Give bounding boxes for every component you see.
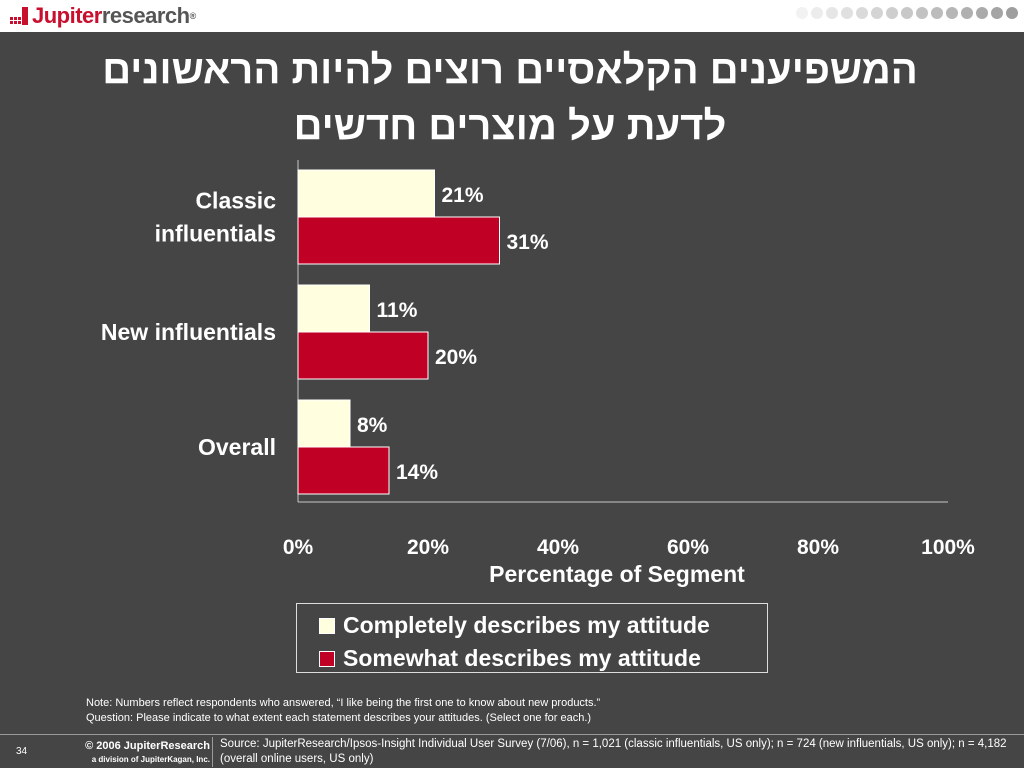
legend-label-completely: Completely describes my attitude (343, 612, 710, 638)
bar-value-label: 31% (507, 231, 549, 254)
decorative-dot (931, 7, 943, 19)
bar (297, 216, 500, 265)
page-number: 34 (16, 746, 28, 757)
decorative-dot (991, 7, 1003, 19)
bar (297, 169, 435, 218)
decorative-dot (886, 7, 898, 19)
bar (297, 446, 390, 495)
x-tick-label: 100% (921, 536, 975, 559)
footer-separator (212, 737, 213, 767)
x-tick-label: 80% (797, 536, 839, 559)
bar-value-label: 21% (442, 184, 484, 207)
decorative-dot (796, 7, 808, 19)
decorative-dot (856, 7, 868, 19)
legend-swatch-completely (319, 617, 335, 634)
category-label: Overall (198, 434, 276, 460)
x-tick-label: 40% (537, 536, 579, 559)
bar-value-label: 11% (377, 299, 418, 322)
bar (297, 331, 429, 380)
source-text: Source: JupiterResearch/Ipsos-Insight In… (220, 738, 1007, 765)
bar (297, 284, 370, 333)
logo-text: Jupiterresearch® (32, 3, 196, 28)
footer-divider (0, 734, 1024, 735)
logo-dots-icon (10, 7, 28, 25)
chart-note: Note: Numbers reflect respondents who an… (86, 696, 986, 726)
x-tick-label: 0% (283, 536, 314, 559)
legend-item-completely: Completely describes my attitude (319, 609, 767, 642)
category-label: Classic (195, 188, 276, 214)
legend-item-somewhat: Somewhat describes my attitude (319, 642, 767, 675)
copyright: © 2006 JupiterResearch a division of Jup… (62, 740, 210, 766)
division-text: a division of JupiterKagan, Inc. (91, 755, 210, 764)
bar-value-label: 8% (357, 414, 388, 437)
category-label: influentials (155, 221, 276, 247)
x-tick-label: 20% (407, 536, 449, 559)
category-label: New influentials (101, 319, 276, 345)
note-line-1: Note: Numbers reflect respondents who an… (86, 697, 601, 709)
header-bar: Jupiterresearch® (0, 0, 1024, 32)
decorative-dot (1006, 7, 1018, 19)
decorative-dot (841, 7, 853, 19)
bar (297, 399, 351, 448)
x-axis-title: Percentage of Segment (489, 561, 745, 587)
decorative-dot (901, 7, 913, 19)
decorative-dot (811, 7, 823, 19)
jupiterresearch-logo: Jupiterresearch® (8, 2, 196, 30)
legend-label-somewhat: Somewhat describes my attitude (343, 645, 701, 671)
x-tick-label: 60% (667, 536, 709, 559)
decorative-dot (871, 7, 883, 19)
slide-title-line-2: לדעת על מוצרים חדשים (293, 104, 727, 148)
legend-swatch-somewhat (319, 650, 335, 667)
bar-chart: 21% 31% Classic influentials 11% 20% New influ… (101, 160, 975, 587)
copyright-text: © 2006 JupiterResearch (85, 740, 210, 752)
slide-title: המשפיענים הקלאסיים רוצים להיות הראשונים … (40, 42, 980, 154)
decorative-dot (946, 7, 958, 19)
bar-value-label: 20% (435, 346, 477, 369)
slide-title-line-1: המשפיענים הקלאסיים רוצים להיות הראשונים (102, 48, 918, 92)
decorative-dot (976, 7, 988, 19)
bar-value-label: 14% (396, 461, 438, 484)
decorative-dots (796, 7, 1018, 19)
chart-legend: Completely describes my attitude Somewha… (296, 603, 768, 673)
decorative-dot (826, 7, 838, 19)
decorative-dot (916, 7, 928, 19)
note-line-2: Question: Please indicate to what extent… (86, 712, 592, 724)
decorative-dot (961, 7, 973, 19)
